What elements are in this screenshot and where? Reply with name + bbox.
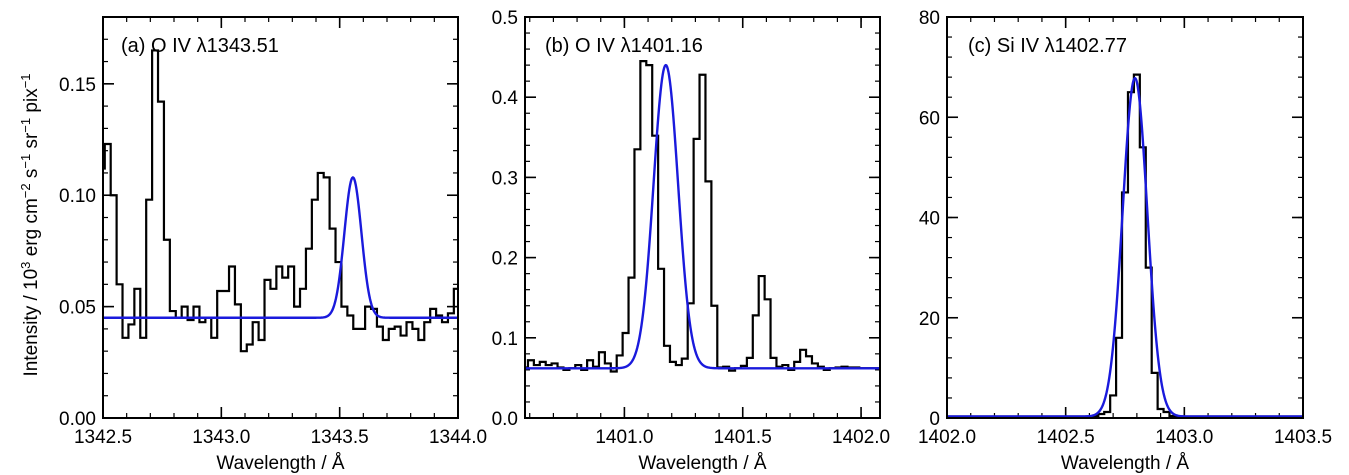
panel-a-x-tick-label: 1343.5 <box>311 427 369 448</box>
panel-a-observed-spectrum <box>103 49 458 353</box>
panel-a-ticks: 1342.5 1343.0 1343.5 1344.0 0.00 0.05 0.10 0.15 <box>59 16 487 448</box>
panel-b-observed-spectrum <box>525 60 880 373</box>
y-axis-label-exp5: −1 <box>18 73 33 88</box>
panel-a-y-tick-label: 0.05 <box>59 298 96 319</box>
panel-b-series <box>525 60 880 373</box>
panel-a-y-tick-label: 0.00 <box>59 409 96 430</box>
panel-c-title: (c) Si IV λ1402.77 <box>968 35 1127 57</box>
panel-b-gaussian-fit <box>525 63 880 370</box>
panel-b-y-tick-label: 0.4 <box>492 88 519 109</box>
panel-a-x-tick-label: 1342.5 <box>74 427 132 448</box>
panel-b-y-tick-label: 0.0 <box>492 409 518 430</box>
panel-b-y-tick-label: 0.5 <box>492 8 518 29</box>
panel-a-x-tick-label: 1343.0 <box>192 427 250 448</box>
panel-a-frame <box>102 16 459 419</box>
panel-c-ticks: 1402.0 1402.5 1403.0 1403.5 0 20 40 60 80 <box>918 8 1332 448</box>
panel-c-y-tick-label: 60 <box>919 108 940 129</box>
panel-c-frame <box>946 16 1304 419</box>
panel-a-x-tick-label: 1344.0 <box>429 427 487 448</box>
panel-c-x-tick-label: 1403.5 <box>1274 427 1332 448</box>
panel-b-y-tick-label: 0.1 <box>492 329 518 350</box>
panel-a-gaussian-fit <box>103 175 458 319</box>
panel-b: 1401.0 1401.5 1402.0 0.0 0.1 0.2 0.3 0.4 0.5 (b)… <box>492 8 891 474</box>
panel-b-y-tick-label: 0.3 <box>492 168 518 189</box>
panel-c-x-tick-label: 1403.0 <box>1155 427 1213 448</box>
panel-c-y-tick-label: 20 <box>919 309 940 330</box>
panel-b-x-tick-label: 1402.0 <box>832 427 890 448</box>
y-axis-label-mid3: sr <box>21 132 42 154</box>
panel-c-y-tick-label: 40 <box>919 209 940 230</box>
panel-b-x-tick-label: 1401.0 <box>595 427 653 448</box>
panel-a-y-tick-label: 0.15 <box>59 75 96 96</box>
panel-c-x-tick-label: 1402.5 <box>1037 427 1095 448</box>
panel-c-y-tick-label: 80 <box>919 8 940 29</box>
y-axis-label-main: Intensity / 10 <box>21 269 42 377</box>
y-axis-label-exp4: −1 <box>18 118 33 133</box>
panel-a-y-tick-label: 0.10 <box>59 186 96 207</box>
y-axis-label: Intensity / 103 erg cm−2 s−1 sr−1 pix−1 <box>18 73 43 376</box>
panel-a-x-axis-label: Wavelength / Å <box>216 453 344 474</box>
y-axis-label-mid1: erg cm <box>21 198 42 261</box>
y-axis-label-mid2: s <box>21 169 42 184</box>
panel-b-frame <box>524 16 881 419</box>
y-axis-label-mid4: pix <box>21 88 42 118</box>
panel-a-series <box>103 49 458 353</box>
panel-c-series <box>947 73 1303 418</box>
panel-b-ticks: 1401.0 1401.5 1402.0 0.0 0.1 0.2 0.3 0.4 0.5 <box>492 8 891 448</box>
panel-a-title: (a) O IV λ1343.51 <box>121 35 279 57</box>
panel-c: 1402.0 1402.5 1403.0 1403.5 0 20 40 60 80 (c) Si… <box>918 8 1332 474</box>
panel-c-x-tick-label: 1402.0 <box>918 427 976 448</box>
y-axis-label-exp3: −1 <box>18 154 33 169</box>
panel-a: 1342.5 1343.0 1343.5 1344.0 0.00 0.05 0.10 0.15… <box>59 16 487 474</box>
panel-c-gaussian-fit <box>947 76 1303 418</box>
panel-c-observed-spectrum <box>947 73 1303 418</box>
panel-b-y-tick-label: 0.2 <box>492 249 518 270</box>
panel-c-y-tick-label: 0 <box>929 409 940 430</box>
panel-b-x-tick-label: 1401.5 <box>714 427 772 448</box>
panel-b-x-axis-label: Wavelength / Å <box>638 453 766 474</box>
panel-b-title: (b) O IV λ1401.16 <box>545 35 703 57</box>
y-axis-label-exp1: 3 <box>18 262 33 269</box>
panel-c-x-axis-label: Wavelength / Å <box>1061 453 1189 474</box>
y-axis-label-exp2: −2 <box>18 183 33 198</box>
